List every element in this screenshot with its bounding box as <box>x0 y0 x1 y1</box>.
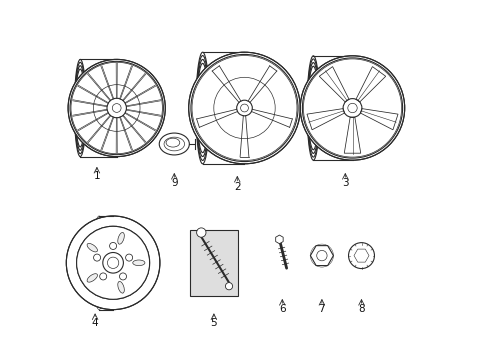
Circle shape <box>343 99 361 117</box>
Circle shape <box>119 273 126 280</box>
Text: 8: 8 <box>357 304 364 314</box>
Circle shape <box>188 52 300 164</box>
Circle shape <box>77 226 149 299</box>
Text: 9: 9 <box>171 178 177 188</box>
Text: 1: 1 <box>93 171 100 181</box>
Circle shape <box>196 228 205 237</box>
Circle shape <box>348 243 374 269</box>
Circle shape <box>70 61 163 155</box>
Ellipse shape <box>87 274 97 282</box>
Text: 6: 6 <box>279 304 285 314</box>
Circle shape <box>302 58 402 158</box>
Circle shape <box>107 98 126 118</box>
Circle shape <box>102 252 123 273</box>
Text: 2: 2 <box>234 182 240 192</box>
Text: 3: 3 <box>341 178 348 188</box>
Circle shape <box>93 254 101 261</box>
Text: 4: 4 <box>92 318 98 328</box>
Circle shape <box>125 254 132 261</box>
Circle shape <box>236 100 252 116</box>
Circle shape <box>109 242 116 249</box>
Circle shape <box>190 54 298 162</box>
Bar <box>189 230 238 296</box>
Polygon shape <box>310 246 333 266</box>
Ellipse shape <box>118 233 124 244</box>
Circle shape <box>300 56 404 160</box>
Ellipse shape <box>87 243 97 252</box>
Ellipse shape <box>159 133 189 155</box>
Ellipse shape <box>118 282 124 293</box>
Circle shape <box>68 59 165 157</box>
Text: 5: 5 <box>210 318 217 328</box>
Circle shape <box>225 283 232 290</box>
Text: 7: 7 <box>318 304 325 314</box>
Ellipse shape <box>132 260 144 266</box>
Circle shape <box>77 226 149 299</box>
Polygon shape <box>275 235 283 244</box>
Circle shape <box>100 273 106 280</box>
Circle shape <box>66 216 160 310</box>
